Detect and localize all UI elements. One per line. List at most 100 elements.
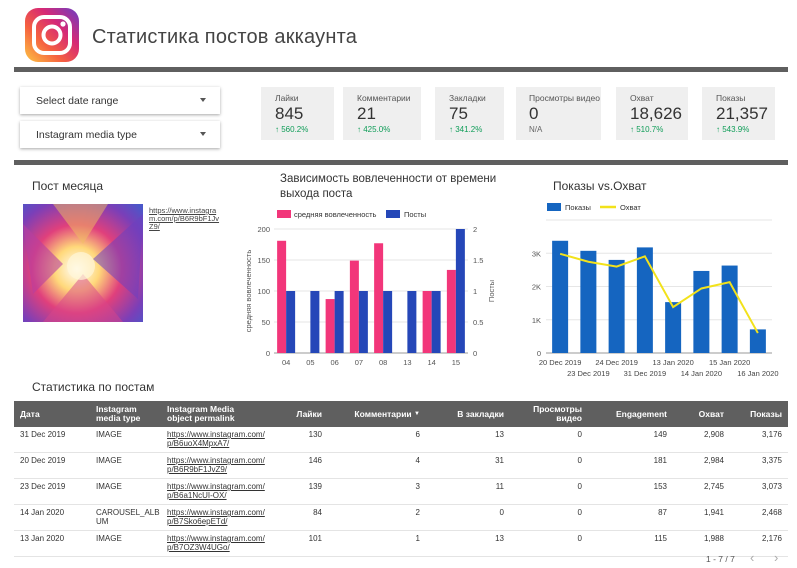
col-date[interactable]: Дата	[20, 408, 40, 419]
cell-saves: 11	[495, 482, 504, 491]
kpi-value: 75	[449, 104, 468, 123]
cell-reach: 2,984	[703, 456, 724, 465]
kpi-likes: Лайки 845 ↑ 560.2%	[261, 87, 334, 140]
y-tick-label: 1K	[532, 316, 541, 325]
col-reach[interactable]: Охват	[698, 408, 724, 419]
x-tick-label: 24 Dec 2019	[595, 358, 638, 367]
cell-impressions: 2,468	[761, 508, 782, 517]
arrow-up-icon: ↑	[449, 125, 453, 134]
bar-posts	[310, 291, 320, 353]
col-comments[interactable]: Комментарии ▼	[354, 408, 420, 419]
cell-media-type: IMAGE	[96, 430, 122, 439]
cell-impressions: 2,176	[761, 534, 782, 543]
cell-impressions: 3,073	[761, 482, 782, 491]
cell-comments: 1	[415, 534, 420, 543]
y2-tick-label: 2	[473, 225, 477, 234]
cell-impressions: 3,375	[761, 456, 782, 465]
bar-posts	[431, 291, 441, 353]
x-tick-label: 15 Jan 2020	[709, 358, 750, 367]
arrow-up-icon: ↑	[630, 125, 634, 134]
bar-engagement	[446, 269, 456, 353]
col-saves[interactable]: В закладки	[457, 408, 504, 419]
bar-impressions	[636, 247, 653, 353]
kpi-value: 0	[529, 104, 539, 123]
y-tick-label: 0	[266, 349, 270, 358]
section-divider	[14, 160, 788, 165]
y2-tick-label: 0.5	[473, 318, 483, 327]
cell-reach: 2,908	[703, 430, 724, 439]
cell-permalink[interactable]: https://www.instagram.com/p/B7Sko6epETd/	[167, 508, 265, 526]
cell-reach: 2,745	[703, 482, 724, 491]
bar-posts	[455, 229, 465, 353]
y2-axis-label: Посты	[487, 280, 496, 302]
post-permalink[interactable]: https://www.instagram.com/p/B6R9bF1JvZ9/	[149, 206, 220, 231]
y-tick-label: 2K	[532, 283, 541, 292]
col-engagement[interactable]: Engagement	[615, 408, 667, 419]
cell-permalink[interactable]: https://www.instagram.com/p/B6uoX4MpxA7/	[167, 430, 265, 448]
date-range-select[interactable]: Select date range	[20, 87, 220, 114]
cell-media-type: IMAGE	[96, 456, 122, 465]
arrow-up-icon: ↑	[357, 125, 361, 134]
x-tick-label: 13	[403, 358, 411, 367]
posts-table: Дата Instagram media type Instagram Medi…	[14, 401, 788, 557]
bar-impressions	[693, 270, 710, 353]
cell-permalink[interactable]: https://www.instagram.com/p/B7OZ3W4UGo/	[167, 534, 265, 552]
arrow-up-icon: ↑	[275, 125, 279, 134]
x-tick-label: 08	[379, 358, 387, 367]
cell-permalink[interactable]: https://www.instagram.com/p/B6a1NcUI-OX/	[167, 482, 265, 500]
cell-engagement: 149	[653, 430, 667, 439]
cell-date: 14 Jan 2020	[20, 508, 65, 517]
engagement-chart: средняя вовлеченность Посты05010015020000…	[244, 210, 496, 367]
kpi-value: 21,357	[716, 104, 768, 123]
bar-engagement	[422, 291, 432, 353]
col-permalink[interactable]: Instagram Media object permalink	[167, 404, 235, 423]
y2-tick-label: 0	[473, 349, 477, 358]
bar-impressions	[552, 240, 569, 353]
sort-desc-icon: ▼	[414, 410, 420, 417]
x-tick-label: 15	[452, 358, 460, 367]
legend-swatch-engagement	[277, 210, 291, 218]
y-tick-label: 200	[257, 225, 270, 234]
kpi-label: Просмотры видео	[529, 93, 600, 103]
line-reach	[559, 252, 759, 334]
x-tick-label: 23 Dec 2019	[567, 369, 610, 378]
cell-saves: 31	[495, 456, 504, 465]
cell-impressions: 3,176	[761, 430, 782, 439]
post-image[interactable]	[23, 204, 143, 322]
next-page-button[interactable]: ›	[774, 550, 779, 565]
impressions-reach-chart: Показы Охват 0 1K 2K 3K 20 Dec 2019 23 Dec 2019…	[532, 203, 779, 378]
cell-engagement: 115	[654, 534, 667, 543]
cell-likes: 130	[308, 430, 322, 439]
col-video-views[interactable]: Просмотры видео	[533, 404, 582, 423]
x-tick-label: 06	[330, 358, 338, 367]
kpi-delta: ↑ 560.2%	[275, 125, 309, 134]
x-tick-label: 20 Dec 2019	[539, 358, 582, 367]
bar-impressions	[721, 265, 738, 353]
table-header: Дата Instagram media type Instagram Medi…	[14, 401, 788, 427]
chevron-down-icon	[200, 132, 206, 136]
cell-likes: 84	[313, 508, 322, 517]
media-type-select[interactable]: Instagram media type	[20, 121, 220, 148]
cell-video-views: 0	[577, 430, 582, 439]
instagram-logo-icon	[25, 8, 79, 62]
kpi-value: 21	[357, 104, 376, 123]
kpi-saves: Закладки 75 ↑ 341.2%	[435, 87, 504, 140]
cell-date: 13 Jan 2020	[20, 534, 65, 543]
cell-permalink[interactable]: https://www.instagram.com/p/B6R9bF1JvZ9/	[167, 456, 265, 474]
col-media-type[interactable]: Instagram media type	[96, 404, 141, 423]
cell-likes: 139	[308, 482, 322, 491]
chart-legend: Показы Охват	[547, 203, 641, 212]
col-likes[interactable]: Лайки	[296, 408, 322, 419]
chart-legend: средняя вовлеченность Посты	[277, 210, 426, 219]
cell-comments: 3	[415, 482, 420, 491]
legend-label-impressions: Показы	[565, 203, 591, 212]
x-tick-label: 04	[282, 358, 290, 367]
cell-video-views: 0	[577, 534, 582, 543]
cell-video-views: 0	[577, 456, 582, 465]
kpi-label: Лайки	[275, 93, 299, 103]
cell-media-type: IMAGE	[96, 534, 122, 543]
bar-posts	[286, 291, 296, 353]
col-impressions[interactable]: Показы	[750, 408, 782, 419]
prev-page-button[interactable]: ‹	[750, 550, 755, 565]
cell-video-views: 0	[577, 482, 582, 491]
